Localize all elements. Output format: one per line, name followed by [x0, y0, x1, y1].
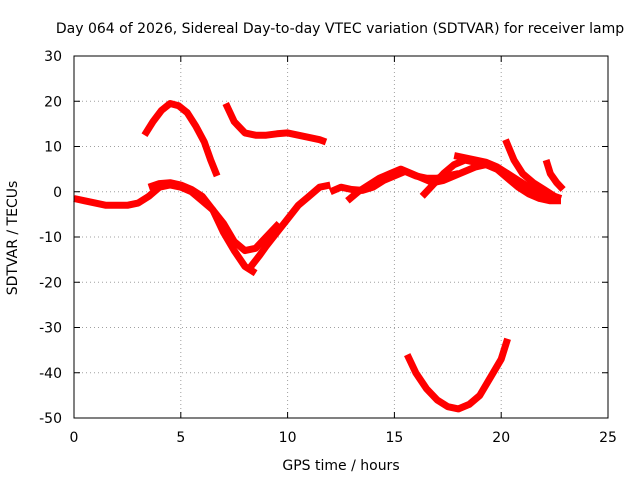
x-tick-label: 20 [492, 430, 510, 446]
y-tick-label: 20 [44, 94, 62, 110]
x-tick-label: 25 [599, 430, 617, 446]
x-tick-labels: 0 5 10 15 20 25 [70, 430, 617, 446]
x-tick-label: 15 [385, 430, 403, 446]
axis-ticks [73, 55, 609, 419]
chart-title: Day 064 of 2026, Sidereal Day-to-day VTE… [56, 21, 624, 37]
series-arc-11 [542, 159, 566, 192]
y-tick-labels: 30 20 10 0 -10 -20 -30 -40 -50 [39, 49, 62, 427]
y-tick-label: 30 [44, 49, 62, 65]
series-arc-3 [246, 181, 332, 271]
series-arc-10 [502, 138, 563, 202]
y-tick-label: -50 [39, 411, 62, 427]
x-tick-label: 0 [70, 430, 79, 446]
y-tick-label: -10 [39, 230, 62, 246]
y-tick-label: 0 [53, 185, 62, 201]
y-tick-label: -40 [39, 366, 62, 382]
y-tick-label: -20 [39, 275, 62, 291]
x-axis-label: GPS time / hours [282, 458, 399, 474]
x-tick-label: 5 [176, 430, 185, 446]
series-arc-2 [147, 179, 258, 277]
data-series-layer [73, 100, 566, 413]
y-axis-label: SDTVAR / TECUs [5, 181, 21, 296]
series-arc-7 [453, 152, 510, 177]
y-tick-label: 10 [44, 140, 62, 156]
x-tick-label: 10 [279, 430, 297, 446]
y-tick-label: -30 [39, 321, 62, 337]
series-arc-12 [404, 337, 511, 413]
series-arc-8 [141, 100, 221, 178]
series-arc-9 [222, 102, 328, 146]
series-arc-5 [345, 161, 561, 205]
